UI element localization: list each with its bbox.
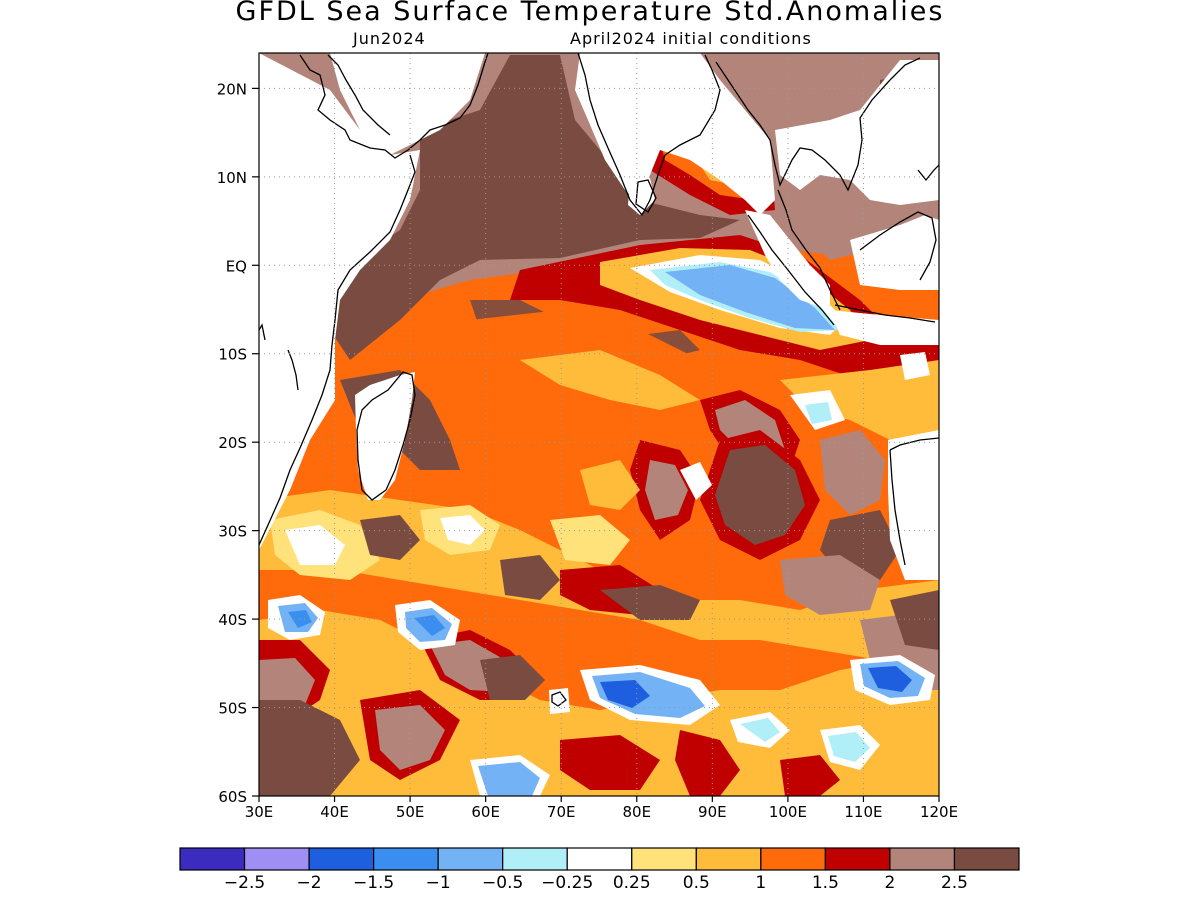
colorbar-label: −2.5 — [224, 873, 265, 893]
colorbar-swatch — [953, 847, 1020, 871]
lon-tick-label: 60E — [471, 803, 500, 821]
graticule — [259, 53, 939, 796]
colorbar-swatch — [373, 847, 439, 871]
lat-tick-label: 20N — [217, 80, 247, 98]
lon-tick-label: 110E — [844, 803, 882, 821]
colorbar-swatch — [179, 847, 246, 871]
lat-tick-label: 50S — [218, 700, 247, 718]
coastlines — [259, 53, 939, 707]
map-frame — [258, 52, 940, 797]
lat-tick-label: 40S — [218, 611, 247, 629]
colorbar-swatch — [824, 847, 891, 871]
colorbar-label: 2 — [885, 873, 896, 893]
colorbar-swatch — [437, 847, 504, 871]
lon-tick-label: 70E — [547, 803, 576, 821]
colorbar-swatch — [889, 847, 956, 871]
colorbar-swatch — [566, 847, 633, 871]
colorbar-swatch — [760, 847, 826, 871]
lat-tick-label: 10S — [218, 346, 247, 364]
colorbar-label: 0.25 — [613, 873, 651, 893]
colorbar-label: 1.5 — [812, 873, 839, 893]
colorbar-label: 0.5 — [683, 873, 710, 893]
colorbar-label: −0.25 — [541, 873, 593, 893]
colorbar-label: −1 — [426, 873, 451, 893]
forecast-month: Jun2024 — [353, 29, 426, 48]
map-title: GFDL Sea Surface Temperature Std.Anomali… — [235, 0, 945, 27]
lat-tick-label: 20S — [218, 434, 247, 452]
anomaly-field — [259, 53, 939, 796]
lon-tick-label: 30E — [245, 803, 274, 821]
lat-tick-label: 60S — [218, 788, 247, 806]
colorbar-swatch — [502, 847, 568, 871]
initial-conditions-label: April2024 initial conditions — [570, 29, 812, 48]
colorbar-label: −0.5 — [482, 873, 523, 893]
colorbar-label: −2 — [297, 873, 322, 893]
colorbar: −2.5 −2 −1.5 −1 −0.5 −0.25 0.25 0.5 1 1.5 2 2.5 — [179, 847, 1020, 893]
colorbar-swatch — [308, 847, 375, 871]
colorbar-label: −1.5 — [353, 873, 394, 893]
lon-tick-label: 100E — [769, 803, 807, 821]
colorbar-swatch — [631, 847, 697, 871]
lat-tick-label: 10N — [217, 169, 247, 187]
colorbar-label: 1 — [755, 873, 766, 893]
lon-tick-label: 80E — [622, 803, 651, 821]
colorbar-swatch — [243, 847, 310, 871]
lat-tick-label: 30S — [218, 523, 247, 541]
lon-tick-label: 50E — [396, 803, 425, 821]
lon-tick-label: 90E — [698, 803, 727, 821]
colorbar-swatch — [695, 847, 762, 871]
lat-tick-label: EQ — [226, 257, 247, 275]
lon-tick-label: 120E — [920, 803, 958, 821]
colorbar-label: 2.5 — [941, 873, 968, 893]
lon-tick-label: 40E — [320, 803, 349, 821]
